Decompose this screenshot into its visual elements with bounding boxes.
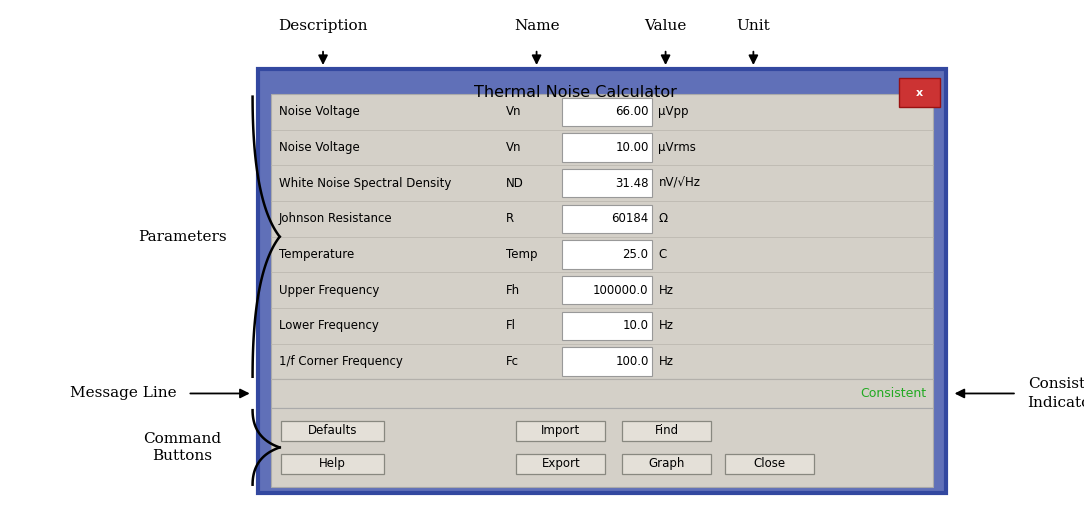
FancyBboxPatch shape: [563, 98, 651, 126]
Text: Fl: Fl: [506, 319, 516, 333]
FancyBboxPatch shape: [516, 421, 606, 440]
Text: Thermal Noise Calculator: Thermal Noise Calculator: [474, 85, 676, 100]
FancyBboxPatch shape: [516, 454, 606, 474]
Text: 31.48: 31.48: [615, 177, 648, 190]
Text: Consistent: Consistent: [1028, 377, 1084, 391]
FancyBboxPatch shape: [563, 347, 651, 376]
FancyBboxPatch shape: [271, 408, 933, 487]
Text: Hz: Hz: [658, 284, 673, 297]
FancyBboxPatch shape: [563, 133, 651, 162]
Text: μVpp: μVpp: [658, 105, 689, 118]
Text: Vn: Vn: [506, 141, 521, 154]
Text: 60184: 60184: [611, 212, 648, 225]
Text: 25.0: 25.0: [622, 248, 648, 261]
Text: Fh: Fh: [506, 284, 520, 297]
Text: Temperature: Temperature: [279, 248, 354, 261]
Text: Export: Export: [541, 457, 580, 470]
Text: Close: Close: [753, 457, 786, 470]
FancyBboxPatch shape: [281, 421, 384, 440]
FancyBboxPatch shape: [271, 379, 933, 408]
Text: White Noise Spectral Density: White Noise Spectral Density: [279, 177, 451, 190]
Text: Message Line: Message Line: [70, 387, 177, 400]
FancyBboxPatch shape: [258, 69, 946, 493]
Text: Hz: Hz: [658, 319, 673, 333]
Text: 10.00: 10.00: [616, 141, 648, 154]
Text: 100000.0: 100000.0: [593, 284, 648, 297]
Text: Unit: Unit: [736, 20, 771, 33]
Text: Parameters: Parameters: [138, 230, 227, 244]
Text: Fc: Fc: [506, 355, 519, 368]
FancyBboxPatch shape: [725, 454, 814, 474]
FancyBboxPatch shape: [563, 240, 651, 269]
Text: Ω: Ω: [658, 212, 668, 225]
FancyBboxPatch shape: [281, 454, 384, 474]
Text: Defaults: Defaults: [308, 425, 357, 437]
FancyBboxPatch shape: [622, 421, 711, 440]
Text: Noise Voltage: Noise Voltage: [279, 105, 360, 118]
Text: Consistent: Consistent: [861, 387, 927, 400]
Text: Graph: Graph: [648, 457, 685, 470]
Text: Noise Voltage: Noise Voltage: [279, 141, 360, 154]
Text: nV/√Hz: nV/√Hz: [658, 177, 700, 190]
Text: μVrms: μVrms: [658, 141, 696, 154]
Text: Help: Help: [319, 457, 346, 470]
Text: Find: Find: [655, 425, 679, 437]
FancyBboxPatch shape: [622, 454, 711, 474]
FancyBboxPatch shape: [563, 276, 651, 304]
Text: 1/f Corner Frequency: 1/f Corner Frequency: [279, 355, 403, 368]
Text: R: R: [506, 212, 514, 225]
FancyBboxPatch shape: [563, 205, 651, 233]
FancyBboxPatch shape: [563, 169, 651, 197]
Text: Command
Buttons: Command Buttons: [143, 432, 221, 463]
Text: Description: Description: [279, 20, 367, 33]
FancyBboxPatch shape: [563, 311, 651, 340]
Text: Value: Value: [644, 20, 687, 33]
Text: x: x: [916, 87, 922, 98]
Text: Indicator: Indicator: [1028, 396, 1084, 410]
Text: 100.0: 100.0: [616, 355, 648, 368]
Text: ND: ND: [506, 177, 524, 190]
Text: Temp: Temp: [506, 248, 538, 261]
FancyBboxPatch shape: [271, 94, 933, 379]
Text: 66.00: 66.00: [615, 105, 648, 118]
Text: Lower Frequency: Lower Frequency: [279, 319, 378, 333]
Text: Name: Name: [514, 20, 559, 33]
Text: Upper Frequency: Upper Frequency: [279, 284, 379, 297]
Text: C: C: [658, 248, 667, 261]
Text: Vn: Vn: [506, 105, 521, 118]
Text: 10.0: 10.0: [622, 319, 648, 333]
Text: Import: Import: [541, 425, 580, 437]
Text: Hz: Hz: [658, 355, 673, 368]
FancyBboxPatch shape: [899, 78, 940, 107]
Text: Johnson Resistance: Johnson Resistance: [279, 212, 392, 225]
